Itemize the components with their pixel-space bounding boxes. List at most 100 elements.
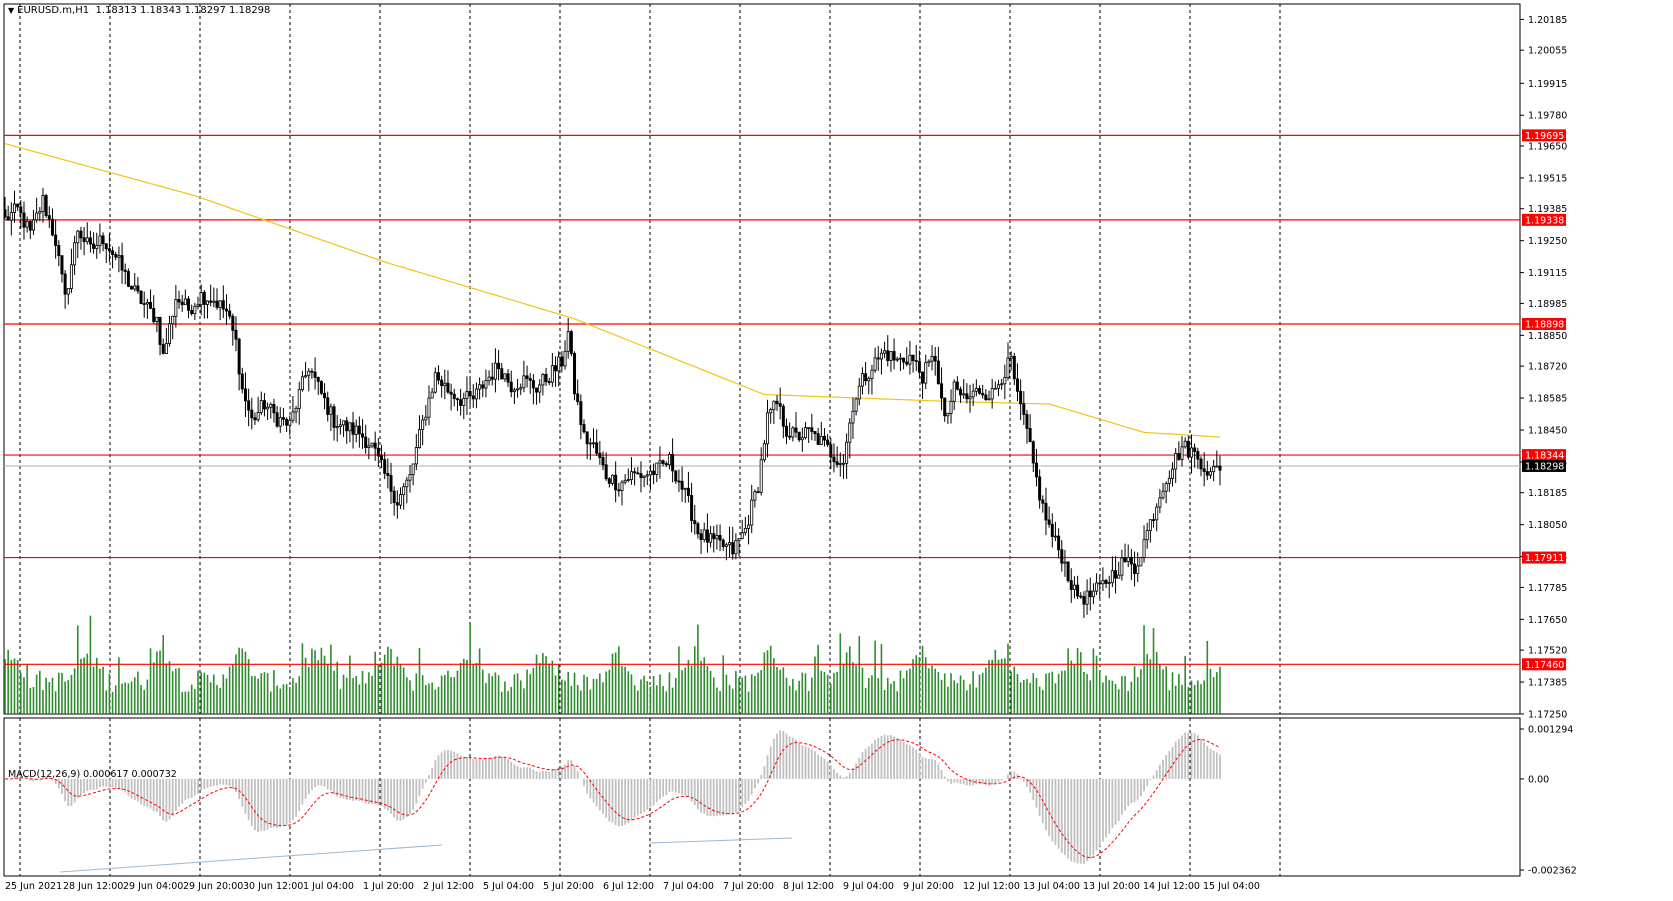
x-tick-label: 15 Jul 04:00 [1203,881,1260,892]
candle-body [367,445,371,449]
candle [921,371,925,399]
candle [595,429,599,456]
candle-body [202,291,206,305]
candle-body [930,356,934,362]
candle [984,389,988,401]
candle-body [917,361,921,373]
candle [955,376,959,391]
candle-body [993,387,997,390]
macd-histogram [7,730,1221,864]
candle-body [775,400,779,404]
candle-body [592,442,596,445]
candle-body [525,375,529,379]
candle-body [826,439,830,445]
candle [443,369,447,400]
candle [22,201,26,240]
candle [680,466,684,502]
candle-body [326,397,330,415]
candle-body [468,391,472,397]
candle [610,474,614,486]
candle-body [430,391,434,399]
candle-body [319,380,323,394]
candle [247,388,251,427]
candle-body [547,381,551,384]
candle-body [316,377,320,382]
candle [500,363,504,380]
level-label: 1.17460 [1525,660,1564,671]
candle-body [1120,557,1124,576]
candle-body [288,419,292,426]
candle-body [579,401,583,425]
candle-body [1215,465,1219,468]
candle-body [130,285,134,290]
candle-body [535,387,539,393]
x-tick-label: 5 Jul 20:00 [543,881,594,892]
candle-body [465,391,469,399]
candle [1202,452,1206,487]
dropdown-triangle-icon[interactable]: ▼ [8,6,15,15]
candle-body [1066,561,1070,582]
candle [395,490,399,519]
candle-body [209,300,213,303]
candle-body [183,298,187,306]
candle [224,294,228,325]
candle [478,377,482,400]
candle [1085,579,1089,615]
candle [940,367,944,411]
candle-body [981,392,985,396]
candle [974,379,978,397]
candle [873,347,877,373]
candle-body [978,388,982,394]
candle-body [88,237,92,245]
candle-body [680,480,684,490]
x-tick-label: 1 Jul 04:00 [303,881,354,892]
candle [455,397,459,411]
candle [1126,544,1130,568]
candle [1003,364,1007,400]
candle-body [1012,355,1016,380]
candle-body [158,316,162,345]
candle [883,341,887,358]
candle-body [95,244,99,249]
candle [155,316,159,333]
candle [183,289,187,306]
candle-body [427,397,431,418]
candle-body [1022,403,1026,415]
candle [351,411,355,449]
candle [592,428,596,449]
candle [1028,414,1032,443]
candle [905,347,909,367]
candle [851,397,855,439]
candle [1082,591,1086,619]
candle-body [436,372,440,381]
candle-body [626,479,630,481]
candle-body [1031,441,1035,464]
candle [1190,434,1194,474]
candle [667,452,671,470]
candle [1050,513,1054,548]
candle-body [781,405,785,427]
candle-body [120,255,124,271]
candle [721,538,725,551]
candle-body [383,459,387,474]
y-tick-label: 1.19385 [1528,204,1567,215]
candle-body [667,453,671,466]
candle [329,403,333,431]
candle [797,431,801,442]
candle-body [528,378,532,381]
candle [902,357,906,370]
candle-body [1205,471,1209,476]
candle [436,365,440,385]
candle-body [12,203,16,213]
candle-body [408,474,412,481]
candle-body [487,376,491,382]
candle-body [405,479,409,488]
candle-body [1034,462,1038,478]
candle [228,303,232,320]
candle-body [1212,466,1216,473]
candle-body [848,422,852,443]
candle [636,466,640,475]
candle-body [1069,580,1073,590]
candle [835,446,839,468]
